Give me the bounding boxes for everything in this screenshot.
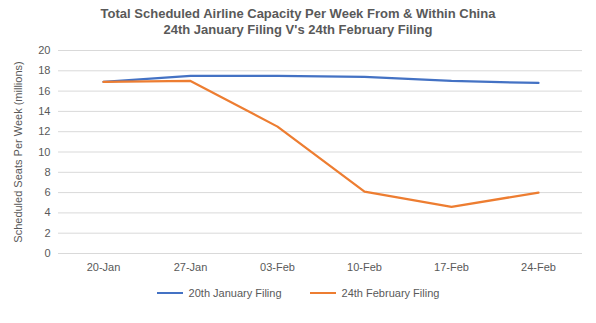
- html-text:20th January Filing: 20th January Filing: [188, 287, 282, 299]
- svg-text:16: 16: [38, 85, 50, 97]
- svg-text:6: 6: [44, 186, 50, 198]
- svg-text:03-Feb: 03-Feb: [260, 261, 295, 273]
- html-text:24th February Filing: 24th February Filing: [341, 287, 440, 299]
- svg-text:20-Jan: 20-Jan: [87, 261, 121, 273]
- svg-text:4: 4: [44, 206, 50, 218]
- svg-text:10: 10: [38, 146, 50, 158]
- svg-text:Scheduled Seats Per Week (mill: Scheduled Seats Per Week (millions): [12, 61, 24, 242]
- svg-text:27-Jan: 27-Jan: [174, 261, 208, 273]
- svg-text:18: 18: [38, 64, 50, 76]
- svg-text:2: 2: [44, 227, 50, 239]
- svg-text:14: 14: [38, 105, 50, 117]
- svg-text:17-Feb: 17-Feb: [434, 261, 469, 273]
- html-text:Total Scheduled Airline Capaci: Total Scheduled Airline Capacity Per Wee…: [100, 6, 496, 21]
- svg-text:8: 8: [44, 166, 50, 178]
- html-text:24th January Filing V's 24th F: 24th January Filing V's 24th February Fi…: [163, 22, 433, 37]
- svg-text:10-Feb: 10-Feb: [347, 261, 382, 273]
- svg-text:24-Feb: 24-Feb: [521, 261, 556, 273]
- svg-text:12: 12: [38, 125, 50, 137]
- svg-text:20: 20: [38, 44, 50, 56]
- svg-text:0: 0: [44, 247, 50, 259]
